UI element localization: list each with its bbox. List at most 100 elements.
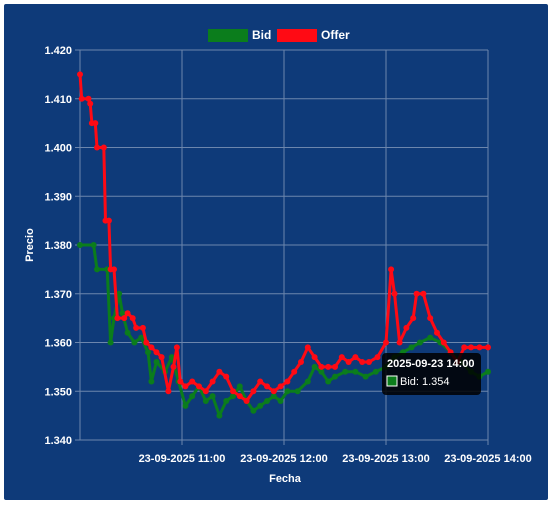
point-offer[interactable] (383, 339, 389, 346)
point-offer[interactable] (345, 359, 352, 365)
point-bid[interactable] (138, 334, 145, 341)
point-offer[interactable] (291, 368, 298, 375)
point-offer[interactable] (410, 315, 417, 322)
point-offer[interactable] (476, 344, 483, 351)
point-offer[interactable] (396, 339, 403, 346)
point-bid[interactable] (236, 383, 243, 390)
point-bid[interactable] (277, 398, 284, 404)
point-bid[interactable] (90, 242, 97, 248)
point-offer[interactable] (182, 383, 189, 390)
point-offer[interactable] (177, 378, 184, 385)
point-offer[interactable] (139, 324, 146, 331)
point-bid[interactable] (124, 329, 131, 336)
point-offer[interactable] (209, 378, 216, 385)
point-bid[interactable] (209, 393, 216, 400)
point-bid[interactable] (250, 407, 257, 414)
point-bid[interactable] (153, 359, 160, 365)
point-offer[interactable] (121, 315, 128, 322)
point-offer[interactable] (77, 71, 83, 78)
point-bid[interactable] (145, 349, 151, 356)
point-bid[interactable] (408, 344, 415, 351)
point-offer[interactable] (94, 144, 100, 151)
point-bid[interactable] (257, 402, 264, 409)
point-bid[interactable] (332, 373, 338, 380)
point-offer[interactable] (189, 378, 196, 385)
point-bid[interactable] (230, 393, 236, 400)
point-offer[interactable] (270, 388, 277, 395)
point-offer[interactable] (153, 349, 160, 356)
point-bid[interactable] (311, 363, 318, 370)
point-offer[interactable] (105, 217, 112, 224)
point-offer[interactable] (250, 388, 257, 395)
point-offer[interactable] (111, 266, 117, 273)
point-offer[interactable] (114, 315, 121, 322)
point-bid[interactable] (189, 393, 196, 400)
point-bid[interactable] (116, 290, 123, 297)
point-offer[interactable] (338, 354, 345, 361)
point-offer[interactable] (170, 363, 177, 370)
point-offer[interactable] (468, 344, 474, 351)
point-offer[interactable] (311, 354, 318, 361)
point-offer[interactable] (124, 310, 131, 317)
point-offer[interactable] (318, 363, 325, 370)
point-bid[interactable] (294, 388, 301, 395)
point-offer[interactable] (440, 339, 447, 346)
point-offer[interactable] (165, 388, 172, 395)
point-offer[interactable] (230, 388, 236, 395)
point-offer[interactable] (133, 324, 140, 331)
point-offer[interactable] (243, 398, 250, 404)
point-offer[interactable] (374, 354, 381, 361)
point-offer[interactable] (173, 344, 180, 351)
point-offer[interactable] (158, 354, 165, 361)
point-offer[interactable] (78, 95, 85, 102)
point-offer[interactable] (216, 368, 223, 375)
legend[interactable]: Bid Offer (208, 28, 350, 42)
point-bid[interactable] (284, 388, 291, 395)
point-offer[interactable] (413, 290, 420, 297)
point-offer[interactable] (434, 329, 440, 336)
point-bid[interactable] (131, 339, 138, 346)
point-offer[interactable] (202, 388, 209, 395)
point-offer[interactable] (129, 315, 136, 322)
point-bid[interactable] (304, 378, 311, 385)
point-offer[interactable] (485, 344, 491, 351)
point-bid[interactable] (202, 398, 209, 404)
point-offer[interactable] (359, 359, 366, 365)
point-bid[interactable] (427, 334, 434, 341)
legend-swatch-offer[interactable] (277, 29, 317, 42)
point-bid[interactable] (264, 398, 270, 404)
point-offer[interactable] (403, 324, 410, 331)
point-bid[interactable] (270, 393, 277, 400)
point-offer[interactable] (298, 359, 304, 365)
point-offer[interactable] (420, 290, 427, 297)
point-offer[interactable] (366, 359, 372, 365)
point-offer[interactable] (264, 383, 270, 390)
point-offer[interactable] (352, 354, 359, 361)
point-bid[interactable] (107, 339, 114, 346)
point-bid[interactable] (119, 310, 126, 317)
point-offer[interactable] (427, 315, 434, 322)
point-offer[interactable] (304, 344, 311, 351)
point-offer[interactable] (196, 383, 202, 390)
point-bid[interactable] (182, 402, 189, 409)
point-offer[interactable] (332, 363, 338, 370)
point-bid[interactable] (94, 266, 100, 273)
point-offer[interactable] (277, 383, 284, 390)
point-offer[interactable] (284, 378, 291, 385)
point-bid[interactable] (216, 412, 223, 419)
point-bid[interactable] (168, 354, 175, 361)
point-offer[interactable] (461, 344, 468, 351)
legend-label-offer[interactable]: Offer (321, 28, 350, 42)
point-offer[interactable] (87, 100, 94, 107)
point-bid[interactable] (342, 368, 349, 375)
point-offer[interactable] (148, 344, 155, 351)
point-offer[interactable] (236, 393, 243, 400)
point-offer[interactable] (391, 290, 398, 297)
legend-swatch-bid[interactable] (208, 29, 248, 42)
point-bid[interactable] (362, 373, 369, 380)
point-offer[interactable] (143, 339, 150, 346)
point-offer[interactable] (223, 373, 230, 380)
point-offer[interactable] (100, 144, 107, 151)
point-offer[interactable] (92, 120, 99, 127)
point-bid[interactable] (318, 368, 325, 375)
